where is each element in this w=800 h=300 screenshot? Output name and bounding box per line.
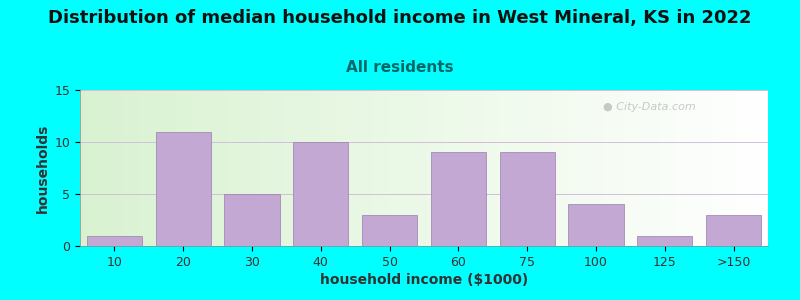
- Y-axis label: households: households: [36, 123, 50, 213]
- Bar: [638, 236, 692, 246]
- Text: All residents: All residents: [346, 60, 454, 75]
- Bar: [431, 152, 486, 246]
- Text: Distribution of median household income in West Mineral, KS in 2022: Distribution of median household income …: [48, 9, 752, 27]
- Bar: [225, 194, 279, 246]
- Bar: [87, 236, 142, 246]
- Bar: [362, 215, 417, 246]
- Bar: [569, 204, 623, 246]
- Bar: [294, 142, 348, 246]
- Bar: [156, 132, 210, 246]
- X-axis label: household income ($1000): household income ($1000): [320, 273, 528, 287]
- Bar: [500, 152, 554, 246]
- Text: ● City-Data.com: ● City-Data.com: [603, 103, 696, 112]
- Bar: [706, 215, 761, 246]
